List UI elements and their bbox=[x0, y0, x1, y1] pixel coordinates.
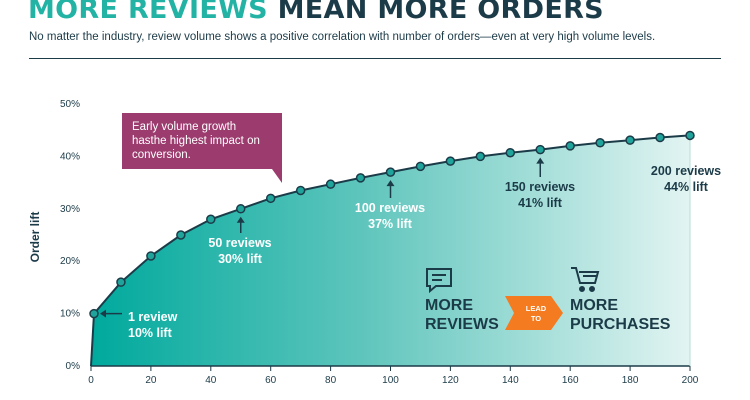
axes: 0 20 40 60 80 100 120 140 160 180 200 0% 10% 20% 30% 40… bbox=[60, 99, 699, 386]
data-point bbox=[685, 130, 695, 141]
data-point bbox=[385, 167, 396, 177]
data-point bbox=[505, 147, 516, 158]
x-tick-label: 20 bbox=[145, 375, 157, 386]
annotation-lift: 44% lift bbox=[664, 180, 709, 194]
arrow-line2: TO bbox=[531, 314, 541, 323]
annotations: 1 review 10% lift 50 reviews 30% lift 100 re… bbox=[99, 157, 721, 340]
data-point bbox=[355, 173, 366, 183]
x-tick-label: 180 bbox=[622, 375, 639, 386]
y-axis-label: Order lift bbox=[28, 212, 42, 263]
annotation-lift: 10% lift bbox=[128, 326, 173, 340]
y-tick-label: 0% bbox=[66, 361, 81, 372]
review-chat-icon bbox=[426, 268, 452, 294]
page-title: MORE REVIEWS MEAN MORE ORDERS bbox=[28, 0, 604, 25]
data-point bbox=[206, 214, 216, 225]
annotation-lift: 30% lift bbox=[218, 252, 263, 266]
x-tick-label: 140 bbox=[502, 375, 519, 386]
legend-right-line2: PURCHASES bbox=[570, 316, 671, 333]
callout-box: Early volume growth hasthe highest impac… bbox=[122, 113, 282, 183]
y-tick-label: 10% bbox=[60, 309, 80, 320]
data-point bbox=[475, 151, 486, 162]
annotation-arrowhead bbox=[386, 180, 395, 187]
annotation-arrowhead bbox=[99, 309, 106, 318]
subtitle: No matter the industry, review volume sh… bbox=[29, 31, 656, 43]
data-point bbox=[445, 156, 456, 166]
data-point bbox=[236, 204, 246, 214]
legend-left-line2: REVIEWS bbox=[425, 316, 499, 333]
legend-right-line1: MORE bbox=[570, 297, 618, 314]
title-main: MEAN MORE ORDERS bbox=[277, 0, 604, 25]
annotation-arrowhead bbox=[536, 157, 545, 164]
data-point bbox=[176, 230, 186, 240]
x-tick-label: 160 bbox=[562, 375, 579, 386]
annotation-lift: 37% lift bbox=[368, 217, 413, 231]
data-point bbox=[595, 138, 605, 148]
data-points bbox=[89, 130, 695, 319]
annotation-lift: 41% lift bbox=[518, 196, 563, 210]
y-tick-label: 40% bbox=[60, 151, 80, 162]
data-point bbox=[89, 308, 99, 319]
y-tick-label: 20% bbox=[60, 256, 80, 267]
header-divider bbox=[29, 58, 721, 59]
arrow-line1: LEAD bbox=[526, 304, 547, 313]
x-tick-label: 80 bbox=[325, 375, 337, 386]
data-point bbox=[116, 277, 126, 287]
x-tick-label: 120 bbox=[442, 375, 459, 386]
shopping-cart-icon bbox=[571, 267, 600, 292]
annotation-count: 200 reviews bbox=[651, 164, 721, 178]
x-tick-label: 0 bbox=[88, 375, 94, 386]
legend-left-line1: MORE bbox=[425, 297, 473, 314]
annotation-count: 50 reviews bbox=[208, 236, 271, 250]
annotation-arrowhead bbox=[236, 216, 245, 223]
data-point bbox=[146, 251, 156, 261]
x-tick-label: 100 bbox=[382, 375, 399, 386]
x-tick-label: 40 bbox=[205, 375, 217, 386]
data-point bbox=[655, 132, 665, 143]
data-point bbox=[625, 135, 635, 145]
annotation-count: 100 reviews bbox=[355, 201, 425, 215]
data-point bbox=[325, 179, 336, 189]
annotation-count: 150 reviews bbox=[505, 180, 575, 194]
data-point bbox=[565, 141, 575, 151]
data-point bbox=[415, 161, 426, 172]
x-tick-label: 60 bbox=[265, 375, 277, 386]
y-tick-label: 50% bbox=[60, 99, 80, 110]
annotation-count: 1 review bbox=[128, 310, 178, 324]
data-point bbox=[535, 144, 545, 155]
x-tick-label: 200 bbox=[682, 375, 699, 386]
data-point bbox=[295, 185, 306, 196]
lead-to-arrow bbox=[505, 296, 563, 330]
y-tick-label: 30% bbox=[60, 204, 80, 215]
title-accent: MORE REVIEWS bbox=[28, 0, 268, 25]
series-line bbox=[90, 134, 691, 367]
data-point bbox=[265, 193, 276, 204]
